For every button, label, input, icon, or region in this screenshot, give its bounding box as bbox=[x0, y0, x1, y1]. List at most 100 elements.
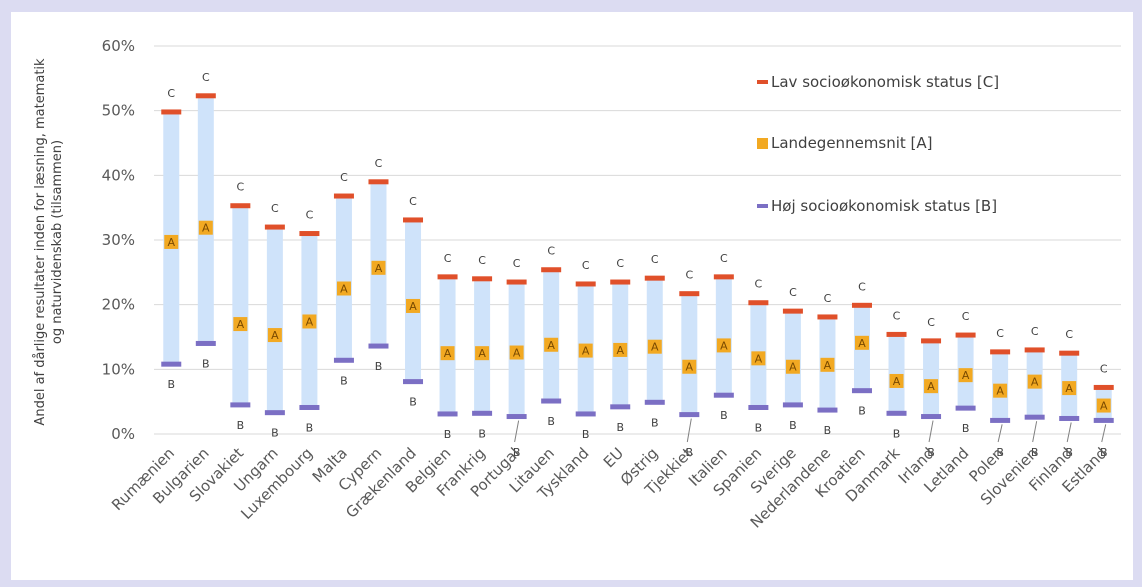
label-c: C bbox=[513, 257, 521, 270]
range-bar bbox=[197, 95, 214, 344]
label-b: B bbox=[962, 422, 970, 435]
label-c: C bbox=[409, 195, 417, 208]
label-a: A bbox=[547, 339, 555, 352]
leader-line bbox=[514, 420, 520, 443]
marker-c bbox=[713, 274, 734, 280]
y-axis-label-line: og naturvidenskab (tilsammen) bbox=[50, 140, 65, 344]
label-c: C bbox=[444, 252, 452, 265]
marker-a bbox=[751, 351, 766, 366]
y-tick-label: 50% bbox=[102, 102, 135, 120]
marker-b bbox=[264, 410, 285, 416]
y-axis-label: Andel af dårlige resultater inden for læ… bbox=[33, 58, 65, 426]
marker-b bbox=[679, 412, 700, 418]
marker-a bbox=[198, 220, 213, 235]
label-b: B bbox=[547, 415, 555, 428]
legend-swatch-c bbox=[757, 80, 768, 84]
leader-line bbox=[1101, 424, 1107, 443]
label-b: B bbox=[720, 409, 728, 422]
legend-swatch-b bbox=[757, 204, 768, 208]
label-b: B bbox=[375, 360, 383, 373]
label-c: C bbox=[962, 310, 970, 323]
label-b: B bbox=[340, 374, 348, 387]
range-bar bbox=[266, 227, 283, 413]
range-bar bbox=[715, 276, 732, 396]
y-tick-label: 30% bbox=[102, 231, 135, 249]
label-c: C bbox=[824, 292, 832, 305]
label-b: B bbox=[616, 421, 624, 434]
label-a: A bbox=[582, 345, 590, 358]
label-b: B bbox=[582, 428, 590, 441]
label-b: B bbox=[893, 427, 901, 440]
marker-b bbox=[541, 398, 562, 404]
label-c: C bbox=[893, 309, 901, 322]
label-a: A bbox=[271, 329, 279, 342]
label-b: B bbox=[1065, 446, 1073, 459]
marker-c bbox=[955, 332, 976, 338]
marker-b bbox=[299, 404, 320, 410]
label-b: B bbox=[478, 427, 486, 440]
label-a: A bbox=[1100, 400, 1108, 413]
marker-b bbox=[644, 399, 665, 405]
marker-c bbox=[1093, 384, 1114, 390]
label-a: A bbox=[686, 361, 694, 374]
marker-c bbox=[817, 314, 838, 320]
y-tick-label: 40% bbox=[102, 166, 135, 184]
label-b: B bbox=[409, 396, 417, 409]
marker-b bbox=[748, 404, 769, 410]
marker-b bbox=[955, 405, 976, 411]
marker-c bbox=[333, 193, 354, 199]
label-c: C bbox=[685, 269, 693, 282]
marker-b bbox=[333, 357, 354, 363]
gridlines bbox=[154, 45, 1121, 435]
label-c: C bbox=[167, 87, 175, 100]
marker-c bbox=[921, 338, 942, 344]
label-a: A bbox=[168, 236, 176, 249]
marker-b bbox=[782, 402, 803, 408]
label-c: C bbox=[1031, 325, 1039, 338]
marker-b bbox=[506, 414, 527, 420]
label-a: A bbox=[306, 315, 314, 328]
marker-b bbox=[575, 411, 596, 417]
label-a: A bbox=[720, 339, 728, 352]
marker-a bbox=[820, 357, 835, 372]
marker-c bbox=[264, 224, 285, 230]
marker-c bbox=[748, 300, 769, 306]
marker-a bbox=[1027, 374, 1042, 389]
marker-a bbox=[475, 346, 490, 361]
marker-b bbox=[990, 417, 1011, 423]
label-a: A bbox=[513, 347, 521, 360]
label-b: B bbox=[996, 446, 1004, 459]
marker-b bbox=[161, 361, 182, 367]
y-axis-label-line: Andel af dårlige resultater inden for læ… bbox=[33, 58, 48, 426]
marker-a bbox=[440, 346, 455, 361]
marker-c bbox=[610, 279, 631, 285]
label-b: B bbox=[755, 421, 763, 434]
label-b: B bbox=[513, 446, 521, 459]
marker-b bbox=[921, 414, 942, 420]
leader-line bbox=[1032, 421, 1038, 443]
range-chart: 0%10%20%30%40%50%60% CBACBACBACBACBACBAC… bbox=[33, 37, 1121, 532]
marker-a bbox=[924, 379, 939, 394]
label-b: B bbox=[789, 419, 797, 432]
label-a: A bbox=[858, 337, 866, 350]
label-c: C bbox=[996, 327, 1004, 340]
label-a: A bbox=[927, 380, 935, 393]
label-a: A bbox=[202, 222, 210, 235]
label-b: B bbox=[1100, 446, 1108, 459]
marker-c bbox=[886, 331, 907, 337]
label-b: B bbox=[306, 421, 314, 434]
marker-a bbox=[406, 298, 421, 313]
marker-b bbox=[817, 407, 838, 413]
marker-a bbox=[716, 338, 731, 353]
marker-b bbox=[851, 388, 872, 394]
marker-c bbox=[368, 179, 389, 185]
marker-a bbox=[233, 317, 248, 332]
marker-a bbox=[302, 314, 317, 329]
marker-b bbox=[368, 343, 389, 349]
label-a: A bbox=[478, 347, 486, 360]
label-c: C bbox=[582, 259, 590, 272]
marker-a bbox=[647, 339, 662, 354]
label-b: B bbox=[1031, 446, 1039, 459]
y-axis-ticks: 0% 10% 20% 30% 40% 50% 60% bbox=[102, 37, 135, 443]
x-axis-categories: RumænienBulgarienSlovakietUngarnLuxembou… bbox=[108, 444, 1110, 532]
